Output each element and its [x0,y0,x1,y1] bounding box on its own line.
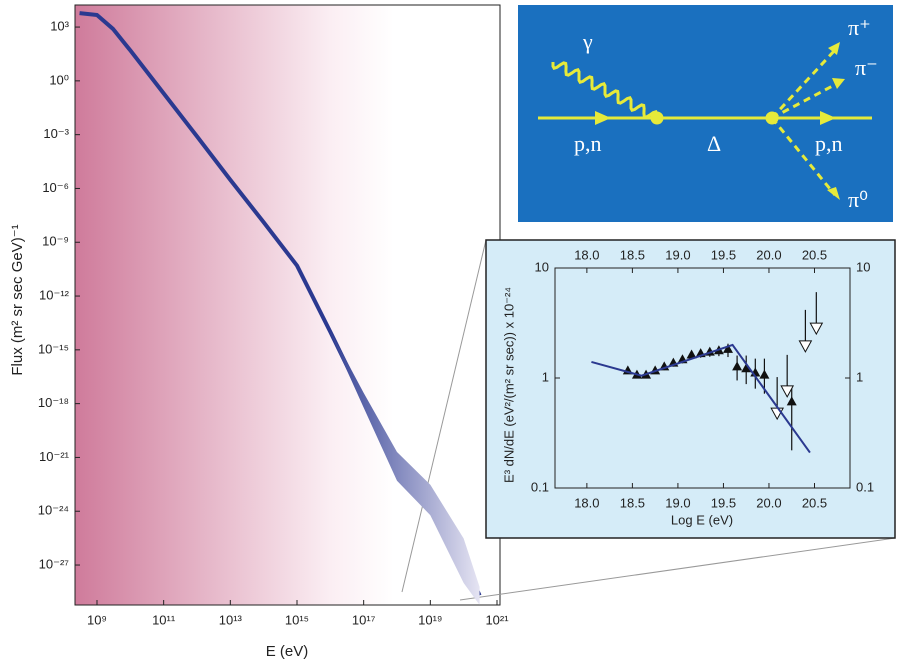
x-tick-label: 19.5 [711,495,736,510]
pion-lines [770,48,841,196]
y-tick-label: 1 [856,369,863,384]
x-tick-label: 20.0 [756,495,781,510]
x-tick-label: 18.0 [574,247,599,262]
diagram-label: p,n [574,131,602,156]
x-axis-label: E (eV) [266,643,309,660]
limit-point [809,322,824,336]
zoom-line [459,537,896,601]
diagram-box [518,5,893,222]
x-tick-label: 18.5 [620,495,645,510]
point [732,361,743,371]
y-tick-label: 10 [535,259,549,274]
limit-point [780,385,795,398]
x-tick-label: 19.5 [711,247,736,262]
point [759,369,770,379]
inset-y-label: E³ dN/dE (eV²/(m² sr sec)) x 10⁻²⁴ [501,287,516,483]
band [330,330,480,605]
y-tick-label: 1 [542,369,549,384]
zoom-line [401,239,487,593]
vertex [650,111,664,125]
x-tick-label: 10¹⁵ [285,612,309,627]
point [786,396,797,406]
inset-x-label: Log E (eV) [671,512,733,527]
point [722,343,733,353]
diagram-label: γ [582,29,593,54]
point [741,363,752,373]
x-tick-label: 20.0 [756,247,781,262]
x-tick-label: 19.0 [665,247,690,262]
x-tick-label: 19.0 [665,495,690,510]
y-tick-label: 10⁻²¹ [39,449,70,464]
limit-point [798,340,813,353]
arrow [820,111,836,125]
y-tick-label: 10⁻²⁷ [39,556,70,571]
x-tick-label: 10⁹ [87,612,107,627]
diagram-label: π⁻ [855,55,878,80]
diagram-label: π⁰ [848,187,868,212]
model-line [591,343,811,454]
vertex [765,111,779,125]
y-tick-label: 0.1 [531,479,549,494]
x-tick-label: 18.5 [620,247,645,262]
y-tick-label: 0.1 [856,479,874,494]
y-tick-label: 10⁻¹² [39,287,70,302]
y-tick-label: 10⁻²⁴ [38,503,69,518]
point [686,349,697,359]
x-tick-label: 20.5 [802,495,827,510]
arrow [827,42,845,200]
y-tick-label: 10⁻¹⁸ [38,395,69,410]
x-tick-label: 10¹³ [219,612,243,627]
y-tick-label: 10⁻⁹ [42,234,69,249]
arrow [595,111,611,125]
y-tick-label: 10⁻⁶ [42,180,69,195]
x-tick-label: 18.0 [574,495,599,510]
diagram [538,42,872,200]
x-tick-label: 10²¹ [485,612,509,627]
diagram-label: Δ [707,131,721,156]
diagram-label: p,n [815,131,843,156]
y-tick-label: 10 [856,259,870,274]
y-tick-label: 10⁰ [49,72,69,87]
y-axis-label: Flux (m² sr sec GeV)⁻¹ [9,224,26,375]
x-tick-label: 10¹⁷ [352,612,376,627]
y-tick-label: 10⁻¹⁵ [38,341,69,356]
y-tick-label: 10⁻³ [43,126,69,141]
photon [551,61,659,119]
x-tick-label: 10¹¹ [152,612,176,627]
x-tick-label: 20.5 [802,247,827,262]
x-tick-label: 10¹⁹ [418,612,442,627]
y-tick-label: 10³ [50,19,69,34]
diagram-label: π⁺ [848,15,871,40]
